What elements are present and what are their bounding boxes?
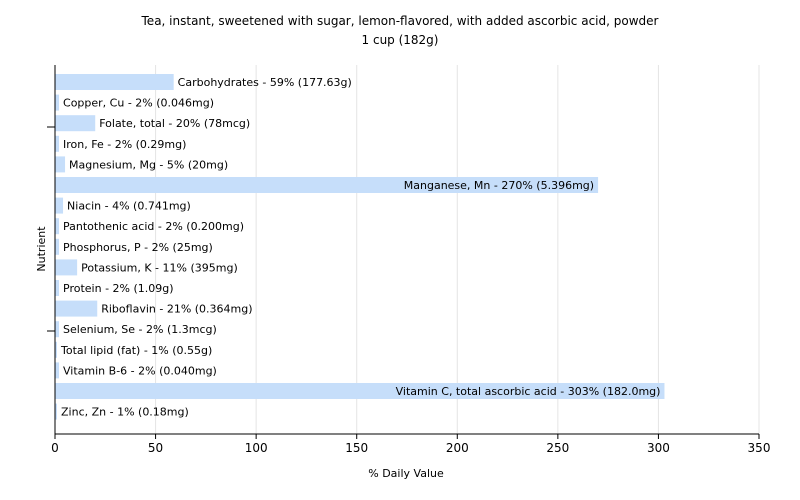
bar-label: Carbohydrates - 59% (177.63g) xyxy=(178,76,352,89)
bars xyxy=(55,74,665,420)
bar xyxy=(55,197,64,214)
bar xyxy=(55,300,98,317)
x-tick-label: 350 xyxy=(748,441,771,455)
x-tick-label: 100 xyxy=(245,441,268,455)
x-tick-label: 150 xyxy=(345,441,368,455)
y-axis-title: Nutrient xyxy=(35,226,48,272)
bar xyxy=(55,115,96,132)
x-tick-label: 300 xyxy=(647,441,670,455)
bar xyxy=(55,74,174,90)
axes: 0 50 100 150 200 250 300 350 xyxy=(47,65,770,455)
bar-label: Protein - 2% (1.09g) xyxy=(63,282,174,295)
bar xyxy=(55,259,78,276)
bar-label: Selenium, Se - 2% (1.3mcg) xyxy=(63,323,217,336)
bar xyxy=(55,94,60,111)
bar-label: Iron, Fe - 2% (0.29mg) xyxy=(63,138,186,151)
x-axis-title: % Daily Value xyxy=(368,467,444,480)
x-tick-label: 50 xyxy=(148,441,163,455)
bar-label: Folate, total - 20% (78mcg) xyxy=(99,117,250,130)
x-tick-label: 250 xyxy=(546,441,569,455)
bar xyxy=(55,403,58,420)
bar xyxy=(55,135,60,152)
bar-label: Niacin - 4% (0.741mg) xyxy=(67,200,191,213)
bar-label: Potassium, K - 11% (395mg) xyxy=(81,261,238,274)
bar-label: Vitamin B-6 - 2% (0.040mg) xyxy=(63,364,217,377)
bar-label: Zinc, Zn - 1% (0.18mg) xyxy=(61,406,189,419)
bar xyxy=(55,280,60,296)
bar xyxy=(55,321,60,338)
bar-label: Riboflavin - 21% (0.364mg) xyxy=(101,303,252,316)
chart-subtitle: 1 cup (182g) xyxy=(361,33,439,47)
bar-label: Copper, Cu - 2% (0.046mg) xyxy=(63,97,214,110)
bar xyxy=(55,177,599,193)
grid-lines xyxy=(155,65,760,434)
bar-label: Magnesium, Mg - 5% (20mg) xyxy=(69,158,228,171)
bar-label: Manganese, Mn - 270% (5.396mg) xyxy=(404,179,594,192)
bar-label: Pantothenic acid - 2% (0.200mg) xyxy=(63,220,244,233)
x-tick-label: 200 xyxy=(446,441,469,455)
chart-title: Tea, instant, sweetened with sugar, lemo… xyxy=(141,14,659,28)
bar xyxy=(55,238,60,255)
bar xyxy=(55,156,66,173)
bar-label: Phosphorus, P - 2% (25mg) xyxy=(63,241,213,254)
bar xyxy=(55,383,665,399)
bar xyxy=(55,218,60,235)
x-tick-label: 0 xyxy=(51,441,59,455)
bar xyxy=(55,341,58,358)
bar-labels: Carbohydrates - 59% (177.63g) Copper, Cu … xyxy=(60,76,660,419)
bar xyxy=(55,362,60,379)
bar-label: Vitamin C, total ascorbic acid - 303% (1… xyxy=(396,385,661,398)
bar-label: Total lipid (fat) - 1% (0.55g) xyxy=(60,344,212,357)
